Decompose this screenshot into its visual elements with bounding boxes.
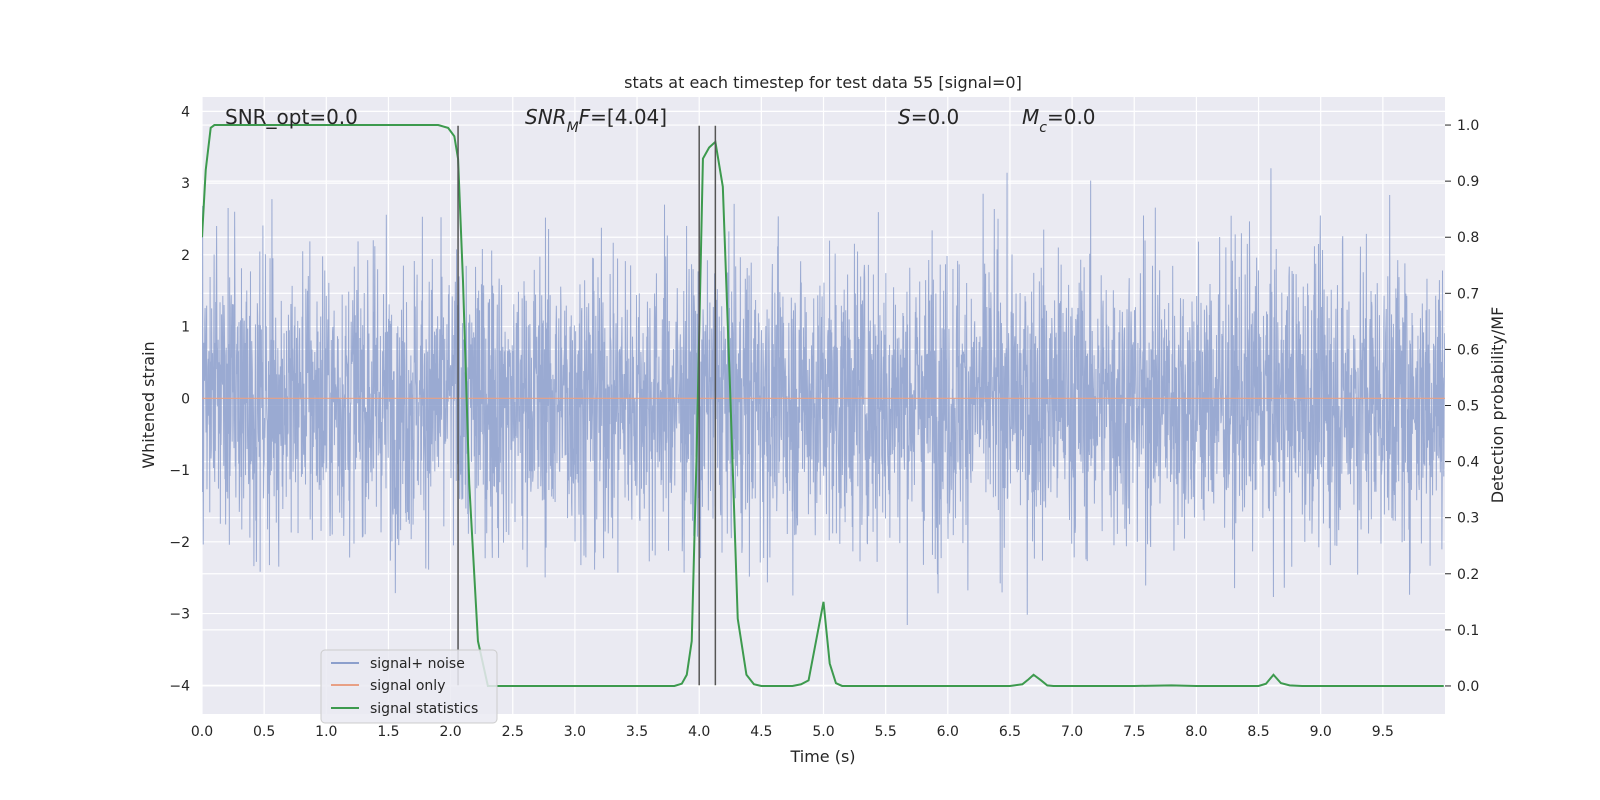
y-tick-label: −4 (169, 678, 190, 694)
annotation-snr-opt: SNR_opt=0.0 (225, 105, 358, 129)
annotation-snr-mf: SNRMF=[4.04] (525, 105, 667, 136)
y-tick-label: 3 (181, 176, 190, 192)
right-y-tick-label: 0.2 (1457, 567, 1479, 583)
legend-box (320, 649, 498, 724)
x-axis-label: Time (s) (789, 747, 855, 766)
legend-label-noise: signal+ noise (370, 656, 465, 672)
x-tick-label: 9.5 (1372, 724, 1394, 740)
x-tick-label: 6.0 (937, 724, 959, 740)
x-tick-label: 5.5 (875, 724, 897, 740)
right-y-tick-label: 0.5 (1457, 399, 1479, 415)
y-tick-label: 1 (181, 320, 190, 336)
right-y-tick-label: 0.1 (1457, 623, 1479, 639)
y-tick-label: −1 (169, 463, 190, 479)
right-y-axis-ticks: 1.0 0.9 0.8 0.7 0.6 0.5 0.4 0.3 0.2 0.1 0.0 (1445, 118, 1479, 695)
x-tick-label: 4.5 (750, 724, 772, 740)
right-y-tick-label: 0.8 (1457, 230, 1479, 246)
x-tick-label: 4.0 (688, 724, 710, 740)
x-tick-label: 9.0 (1310, 724, 1332, 740)
y-tick-label: 4 (181, 104, 190, 120)
x-axis-ticks: 0.0 0.5 1.0 1.5 2.0 2.5 3.0 3.5 4.0 4.5 5.0 5.5 6.0 6… (191, 724, 1394, 740)
y-tick-label: −3 (169, 607, 190, 623)
right-y-axis-label: Detection probability/MF (1488, 307, 1507, 504)
annotation-mc: Mc=0.0 (1022, 105, 1096, 136)
x-tick-label: 5.0 (812, 724, 834, 740)
x-tick-label: 2.5 (502, 724, 524, 740)
x-tick-label: 8.5 (1247, 724, 1269, 740)
right-y-tick-label: 0.9 (1457, 174, 1479, 190)
y-axis-label: Whitened strain (139, 341, 158, 468)
vertical-markers (457, 125, 717, 686)
x-tick-label: 1.5 (377, 724, 399, 740)
chart-title: stats at each timestep for test data 55 … (624, 73, 1022, 92)
x-tick-label: 7.0 (1061, 724, 1083, 740)
series-signal-noise (202, 168, 1445, 625)
right-y-tick-label: 0.6 (1457, 342, 1479, 358)
x-tick-label: 3.0 (564, 724, 586, 740)
y-tick-label: 0 (181, 391, 190, 407)
x-tick-label: 8.0 (1185, 724, 1207, 740)
legend: signal+ noise signal only signal statist… (320, 649, 498, 724)
x-tick-label: 3.5 (626, 724, 648, 740)
x-tick-label: 2.0 (439, 724, 461, 740)
x-tick-label: 6.5 (999, 724, 1021, 740)
right-y-tick-label: 0.4 (1457, 455, 1479, 471)
right-y-tick-label: 1.0 (1457, 118, 1479, 134)
y-axis-ticks: 4 3 2 1 0 −1 −2 −3 −4 (169, 104, 190, 694)
y-tick-label: −2 (169, 535, 190, 551)
right-y-tick-label: 0.0 (1457, 679, 1479, 695)
legend-label-statistics: signal statistics (370, 701, 478, 717)
legend-label-signal: signal only (370, 678, 445, 694)
x-tick-label: 7.5 (1123, 724, 1145, 740)
right-y-tick-label: 0.3 (1457, 511, 1479, 527)
x-tick-label: 0.5 (253, 724, 275, 740)
x-tick-label: 0.0 (191, 724, 213, 740)
y-tick-label: 2 (181, 248, 190, 264)
right-y-tick-label: 0.7 (1457, 286, 1479, 302)
annotations: SNR_opt=0.0 SNRMF=[4.04] S=0.0 Mc=0.0 (225, 105, 1096, 136)
annotation-s: S=0.0 (898, 105, 959, 129)
x-tick-label: 1.0 (315, 724, 337, 740)
